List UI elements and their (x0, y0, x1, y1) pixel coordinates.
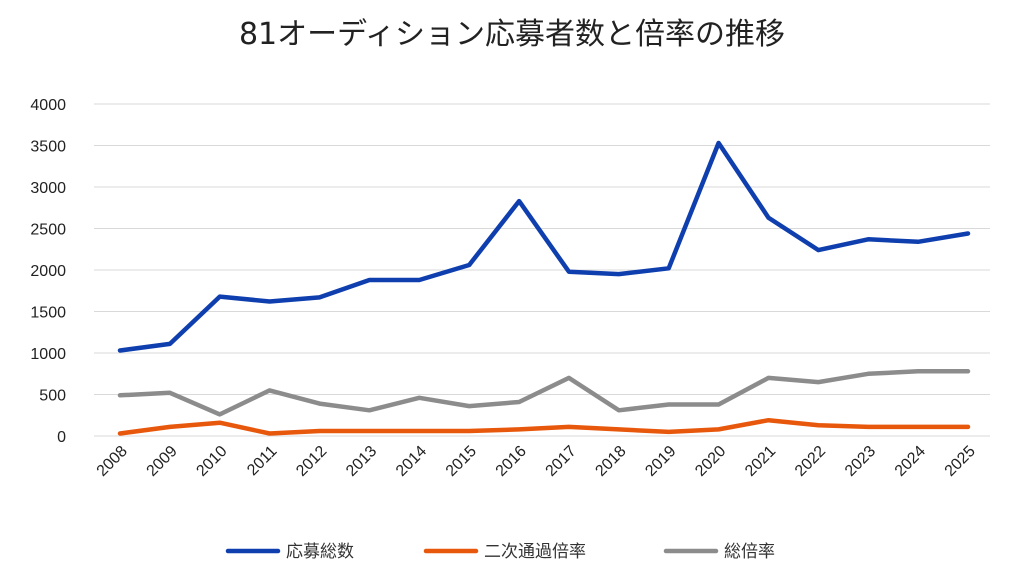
y-tick-label: 500 (39, 388, 66, 405)
legend: 応募総数 二次通過倍率 総倍率 (225, 542, 775, 562)
y-tick-label: 2000 (30, 263, 66, 280)
legend-label: 総倍率 (724, 542, 775, 562)
gridlines (94, 103, 990, 437)
x-tick-label: 2013 (343, 443, 380, 480)
x-tick-label: 2008 (94, 443, 131, 480)
x-tick-label: 2017 (543, 443, 580, 480)
x-tick-label: 2010 (193, 443, 230, 480)
x-axis-ticks: 2008 2009 2010 2011 2012 2013 2014 2015 2016 2017… (94, 443, 979, 480)
x-tick-label: 2019 (642, 443, 679, 480)
y-tick-label: 3500 (30, 139, 66, 156)
legend-label: 応募総数 (286, 542, 354, 562)
x-tick-label: 2025 (942, 443, 979, 480)
x-tick-label: 2021 (742, 443, 779, 480)
y-axis-ticks: 0 500 1000 1500 2000 2500 3000 3500 4000 (30, 97, 66, 446)
x-tick-label: 2024 (892, 443, 929, 480)
y-tick-label: 0 (57, 429, 66, 446)
y-tick-label: 4000 (30, 97, 66, 114)
series-line (117, 369, 971, 417)
x-tick-label: 2020 (692, 443, 729, 480)
x-tick-label: 2016 (493, 443, 530, 480)
y-tick-label: 1500 (30, 305, 66, 322)
y-tick-label: 2500 (30, 222, 66, 239)
x-tick-label: 2012 (293, 443, 330, 480)
x-tick-label: 2014 (393, 443, 430, 480)
x-tick-label: 2011 (244, 443, 280, 479)
y-tick-label: 3000 (30, 180, 66, 197)
x-tick-label: 2018 (592, 443, 629, 480)
x-tick-label: 2015 (443, 443, 480, 480)
series-line (117, 140, 971, 353)
x-tick-label: 2022 (792, 443, 829, 480)
x-tick-label: 2009 (144, 443, 181, 480)
chart-title: 81オーディション応募者数と倍率の推移 (239, 17, 785, 52)
series-lines (117, 140, 971, 436)
x-tick-label: 2023 (842, 443, 879, 480)
y-tick-label: 1000 (30, 346, 66, 363)
legend-label: 二次通過倍率 (484, 542, 586, 562)
series-line (117, 417, 971, 436)
